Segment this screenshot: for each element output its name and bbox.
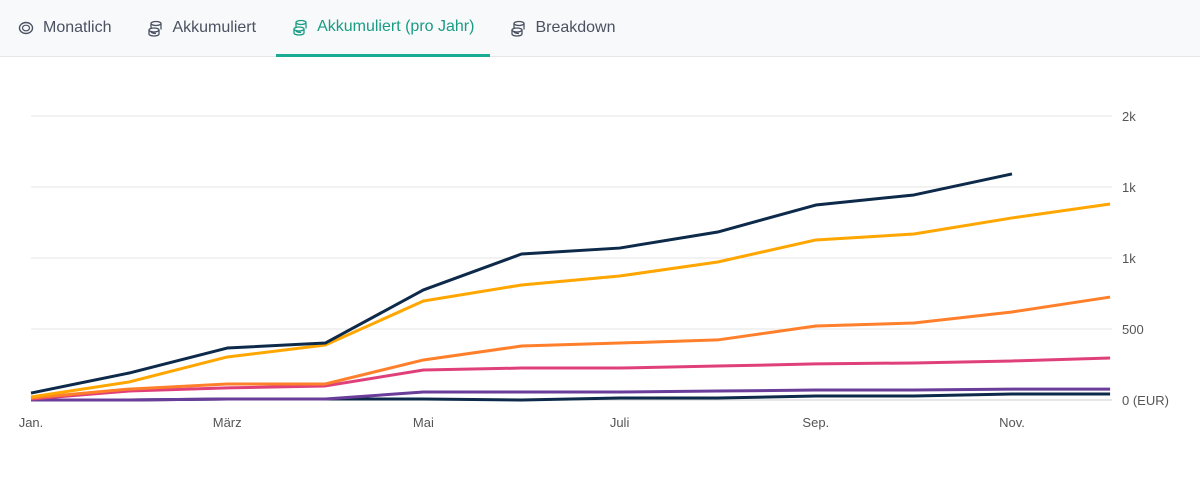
tab-monatlich[interactable]: Monatlich [2, 0, 127, 56]
tab-breakdown[interactable]: Breakdown [494, 0, 631, 56]
tab-label: Akkumuliert [172, 19, 257, 36]
tab-bar: Monatlich Akkumuliert Akkumuliert (pro Jah… [0, 0, 1200, 57]
coin-icon [18, 21, 34, 34]
tab-label: Monatlich [43, 19, 112, 36]
series-line-3 [30, 295, 1111, 400]
coin-stack-icon [293, 19, 307, 36]
tab-label: Akkumuliert (pro Jahr) [317, 18, 475, 35]
y-tick-label: 500 [1122, 322, 1144, 337]
x-tick-label: Mai [413, 415, 434, 430]
tab-akkumuliert[interactable]: Akkumuliert [131, 0, 272, 56]
x-tick-label: Jan. [19, 415, 44, 430]
coin-stack-icon [511, 20, 526, 37]
x-tick-label: Juli [610, 415, 630, 430]
series-line-4 [30, 202, 1111, 399]
y-tick-label: 2k [1122, 109, 1136, 124]
line-chart: 0 (EUR) 500 1k 1k 2k Jan. März Mai Juli Sep. Nov. [19, 109, 1169, 430]
series-line-1 [31, 387, 1111, 402]
series-line-2 [30, 356, 1111, 401]
y-tick-label: 0 (EUR) [1122, 393, 1169, 408]
y-tick-label: 1k [1122, 180, 1136, 195]
tab-label: Breakdown [535, 19, 616, 36]
x-tick-label: Sep. [802, 415, 829, 430]
x-tick-label: Nov. [999, 415, 1025, 430]
series-line-5 [30, 172, 1013, 395]
coin-stack-icon [148, 20, 163, 37]
y-tick-label: 1k [1122, 251, 1136, 266]
tab-akkumuliert-pro-jahr[interactable]: Akkumuliert (pro Jahr) [276, 0, 491, 57]
x-tick-label: März [213, 415, 242, 430]
